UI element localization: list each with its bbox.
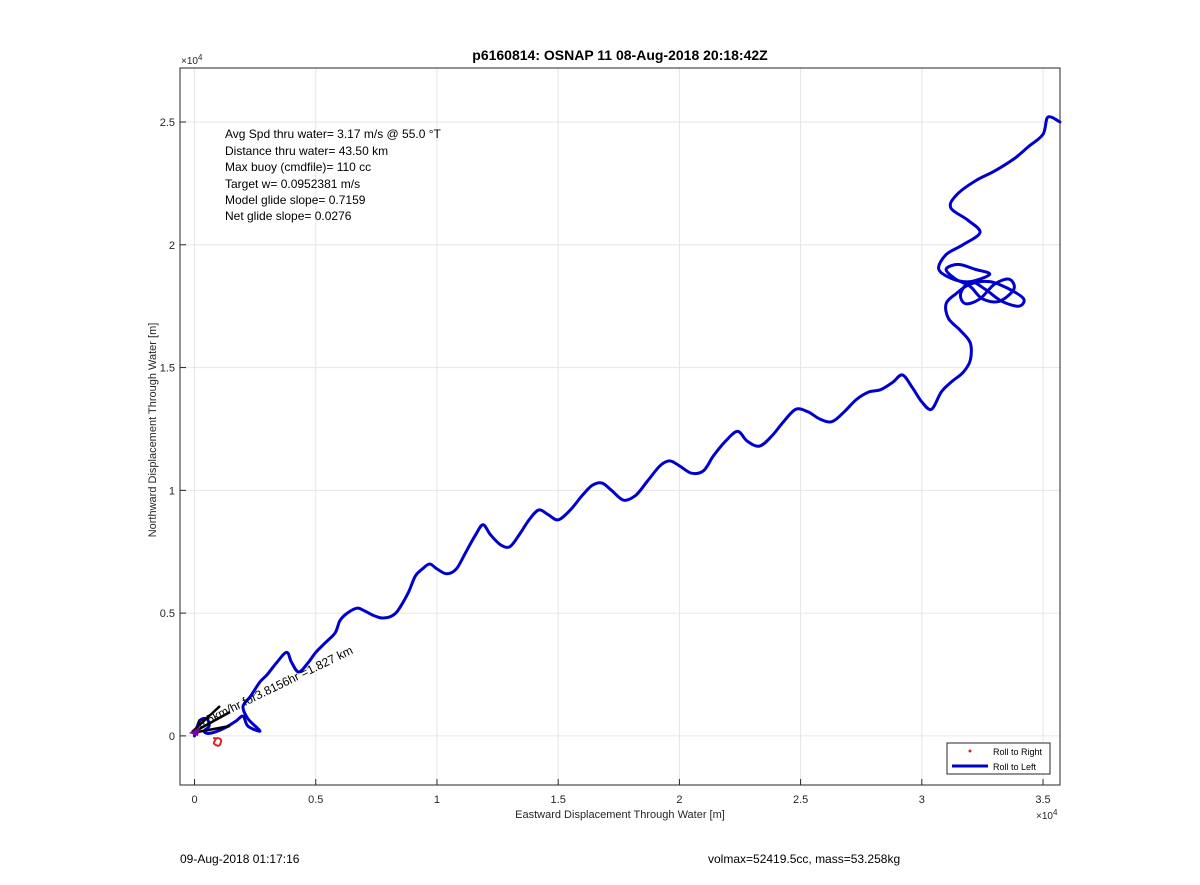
footer-volmax-mass: volmax=52419.5cc, mass=53.258kg bbox=[708, 852, 901, 866]
drift-label: 0.5km/hr for3.8156hr =1.827 km bbox=[195, 643, 355, 731]
drift-vector-1 bbox=[191, 705, 221, 733]
chart-title: p6160814: OSNAP 11 08-Aug-2018 20:18:42Z bbox=[472, 47, 768, 63]
x-tick-label: 2.5 bbox=[793, 794, 808, 806]
drift-arrow-head bbox=[189, 727, 200, 736]
x-tick-label: 0.5 bbox=[308, 794, 323, 806]
y-tick-label: 0.5 bbox=[160, 608, 175, 620]
y-tick-label: 0 bbox=[169, 731, 175, 743]
legend: Roll to Right Roll to Left bbox=[946, 742, 1051, 775]
legend-label-roll-left: Roll to Left bbox=[993, 762, 1037, 772]
series-roll-to-right bbox=[212, 737, 223, 747]
x-tick-label: 3 bbox=[919, 794, 925, 806]
legend-label-roll-right: Roll to Right bbox=[993, 747, 1043, 757]
grid-lines bbox=[180, 68, 1060, 785]
drift-vectors: 0.5km/hr for3.8156hr =1.827 km bbox=[189, 643, 355, 736]
x-tick-label: 0 bbox=[191, 794, 197, 806]
x-tick-label: 1 bbox=[434, 794, 440, 806]
tick-labels: 0 0.5 1 1.5 2 2.5 3 3.5 0 0.5 1 1.5 2 2.5 bbox=[160, 117, 1051, 806]
annotation-line: Distance thru water= 43.50 km bbox=[225, 144, 388, 158]
annotation-line: Model glide slope= 0.7159 bbox=[225, 193, 366, 207]
x-exponent-label: ×104 bbox=[1036, 808, 1058, 822]
legend-box bbox=[946, 742, 1051, 775]
stats-annotation: Avg Spd thru water= 3.17 m/s @ 55.0 °T D… bbox=[225, 127, 442, 223]
x-tick-label: 1.5 bbox=[551, 794, 566, 806]
series-layer bbox=[193, 115, 1062, 747]
annotation-line: Net glide slope= 0.0276 bbox=[225, 209, 352, 223]
legend-marker-roll-right bbox=[968, 749, 972, 753]
x-tick-label: 3.5 bbox=[1035, 794, 1050, 806]
x-tick-label: 2 bbox=[676, 794, 682, 806]
y-tick-label: 1.5 bbox=[160, 363, 175, 375]
y-tick-label: 2.5 bbox=[160, 117, 175, 129]
axes-frame bbox=[179, 67, 1061, 786]
x-axis-label: Eastward Displacement Through Water [m] bbox=[515, 809, 725, 821]
y-exponent-label: ×104 bbox=[181, 53, 203, 67]
annotation-line: Max buoy (cmdfile)= 110 cc bbox=[225, 160, 371, 174]
series-roll-to-left bbox=[193, 115, 1062, 738]
footer-timestamp: 09-Aug-2018 01:17:16 bbox=[180, 852, 300, 866]
y-tick-label: 1 bbox=[169, 485, 175, 497]
annotation-line: Avg Spd thru water= 3.17 m/s @ 55.0 °T bbox=[225, 127, 442, 141]
y-axis-label: Northward Displacement Through Water [m] bbox=[147, 323, 159, 538]
annotation-line: Target w= 0.0952381 m/s bbox=[225, 177, 360, 191]
y-tick-label: 2 bbox=[169, 240, 175, 252]
